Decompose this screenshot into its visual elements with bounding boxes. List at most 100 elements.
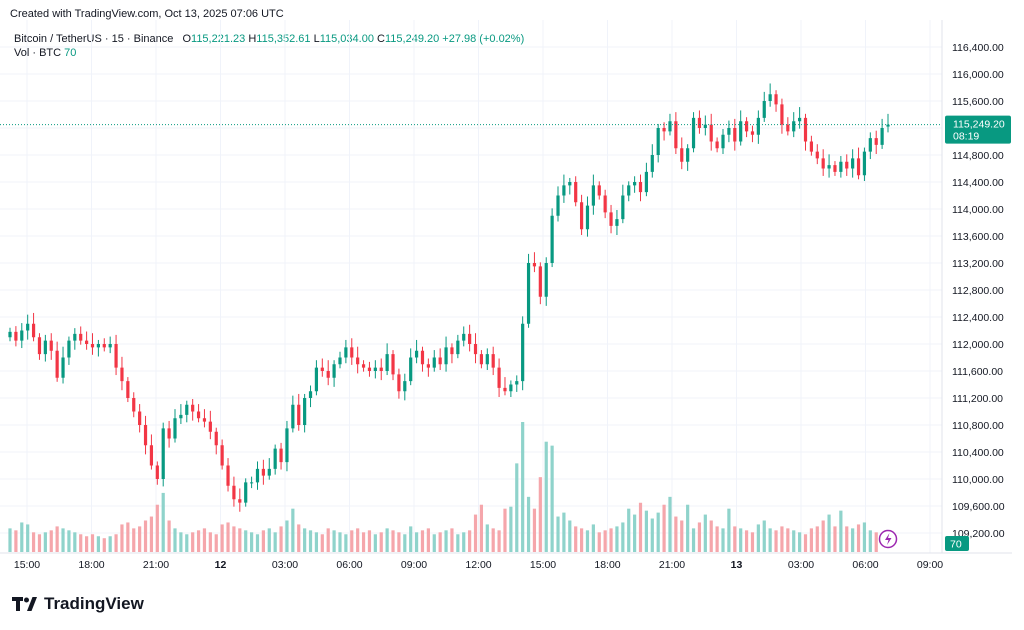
candle-body bbox=[709, 124, 713, 142]
volume-bar bbox=[85, 536, 89, 552]
volume-bar bbox=[656, 512, 660, 552]
time-tick-label: 06:00 bbox=[336, 559, 362, 571]
candle-body bbox=[14, 331, 18, 341]
candle-body bbox=[597, 185, 601, 196]
candle-body bbox=[803, 117, 808, 142]
candle-body bbox=[291, 404, 295, 429]
candle-body bbox=[621, 195, 625, 220]
lightning-icon[interactable] bbox=[878, 529, 898, 549]
candle-body bbox=[173, 418, 177, 439]
volume-bar bbox=[727, 508, 731, 552]
volume-bar bbox=[14, 530, 18, 552]
candle-body bbox=[509, 384, 513, 392]
volume-bar bbox=[450, 528, 454, 552]
time-tick-label: 15:00 bbox=[530, 559, 556, 571]
high-label: H bbox=[248, 33, 257, 45]
candle-body bbox=[485, 354, 489, 365]
candle-body bbox=[320, 367, 324, 371]
candle-body bbox=[739, 121, 743, 142]
volume-bar bbox=[297, 524, 301, 552]
price-tick-label: 116,400.00 bbox=[952, 42, 1004, 54]
brand-footer[interactable]: TradingView bbox=[12, 594, 144, 614]
candle-body bbox=[680, 148, 684, 162]
candle-body bbox=[715, 141, 719, 149]
candle-body bbox=[874, 138, 878, 145]
volume-bar bbox=[851, 528, 855, 552]
candle-body bbox=[650, 155, 654, 172]
volume-bar bbox=[373, 534, 377, 552]
candle-body bbox=[126, 381, 130, 398]
volume-bar bbox=[249, 532, 254, 552]
candle-body bbox=[143, 425, 148, 446]
volume-bar bbox=[703, 514, 707, 552]
price-tick-label: 115,600.00 bbox=[952, 96, 1004, 108]
candle-body bbox=[79, 333, 83, 341]
candle-body bbox=[786, 124, 790, 132]
low-label: L bbox=[313, 33, 320, 45]
candle-body bbox=[238, 499, 242, 503]
candlesticks bbox=[8, 83, 890, 512]
volume-bar bbox=[479, 504, 484, 552]
candle-body bbox=[179, 414, 183, 419]
volume-bar bbox=[650, 518, 654, 552]
time-tick-label: 03:00 bbox=[788, 559, 814, 571]
volume-bar bbox=[774, 530, 778, 552]
price-tick-label: 114,400.00 bbox=[952, 177, 1004, 189]
price-tick-label: 112,800.00 bbox=[952, 285, 1004, 297]
volume-bar bbox=[497, 530, 501, 552]
grid-lines bbox=[0, 20, 942, 553]
candle-body bbox=[397, 374, 401, 392]
candle-body bbox=[403, 381, 407, 392]
candle-body bbox=[798, 117, 802, 122]
candle-body bbox=[279, 448, 283, 463]
candle-body bbox=[479, 354, 484, 365]
volume-bar bbox=[574, 526, 578, 552]
candle-body bbox=[114, 344, 118, 368]
candle-body bbox=[668, 121, 672, 132]
volume-bar bbox=[255, 534, 260, 552]
candle-body bbox=[774, 94, 778, 105]
candle-body bbox=[503, 387, 507, 392]
volume-bar bbox=[361, 532, 366, 552]
candle-body bbox=[285, 428, 289, 463]
candle-body bbox=[255, 468, 260, 483]
volume-bar bbox=[550, 445, 554, 552]
candle-body bbox=[568, 182, 572, 186]
volume-bar bbox=[220, 524, 224, 552]
volume-bar bbox=[143, 520, 148, 552]
volume-bar bbox=[344, 534, 348, 552]
volume-bar bbox=[627, 508, 631, 552]
candle-body bbox=[37, 337, 42, 355]
candle-body bbox=[450, 347, 454, 355]
volume-bar bbox=[61, 528, 65, 552]
candle-body bbox=[703, 124, 707, 128]
volume-bar bbox=[90, 534, 95, 552]
volume-tag: 70 bbox=[945, 536, 969, 551]
volume-bar bbox=[26, 524, 30, 552]
volume-bar bbox=[326, 528, 330, 552]
price-tick-label: 111,200.00 bbox=[952, 393, 1003, 405]
volume-bar bbox=[444, 530, 448, 552]
volume-bar bbox=[126, 522, 130, 552]
volume-bar bbox=[179, 532, 183, 552]
candle-body bbox=[562, 185, 566, 196]
price-tick-label: 114,000.00 bbox=[952, 204, 1004, 216]
volume-bar bbox=[638, 502, 643, 552]
candle-body bbox=[856, 158, 861, 176]
volume-bar bbox=[680, 520, 684, 552]
candle-body bbox=[67, 340, 71, 358]
volume-bar bbox=[79, 534, 83, 552]
time-tick-label: 09:00 bbox=[401, 559, 427, 571]
candle-body bbox=[456, 340, 460, 355]
candle-body bbox=[839, 161, 843, 172]
volume-bar bbox=[562, 512, 566, 552]
volume-value: 70 bbox=[64, 47, 77, 59]
candle-body bbox=[691, 117, 696, 149]
candle-body bbox=[827, 165, 831, 169]
candle-body bbox=[220, 445, 224, 466]
candle-body bbox=[744, 121, 749, 132]
volume-bar bbox=[167, 520, 171, 552]
open-value: 115,221.23 bbox=[191, 33, 246, 45]
time-tick-label: 21:00 bbox=[143, 559, 169, 571]
